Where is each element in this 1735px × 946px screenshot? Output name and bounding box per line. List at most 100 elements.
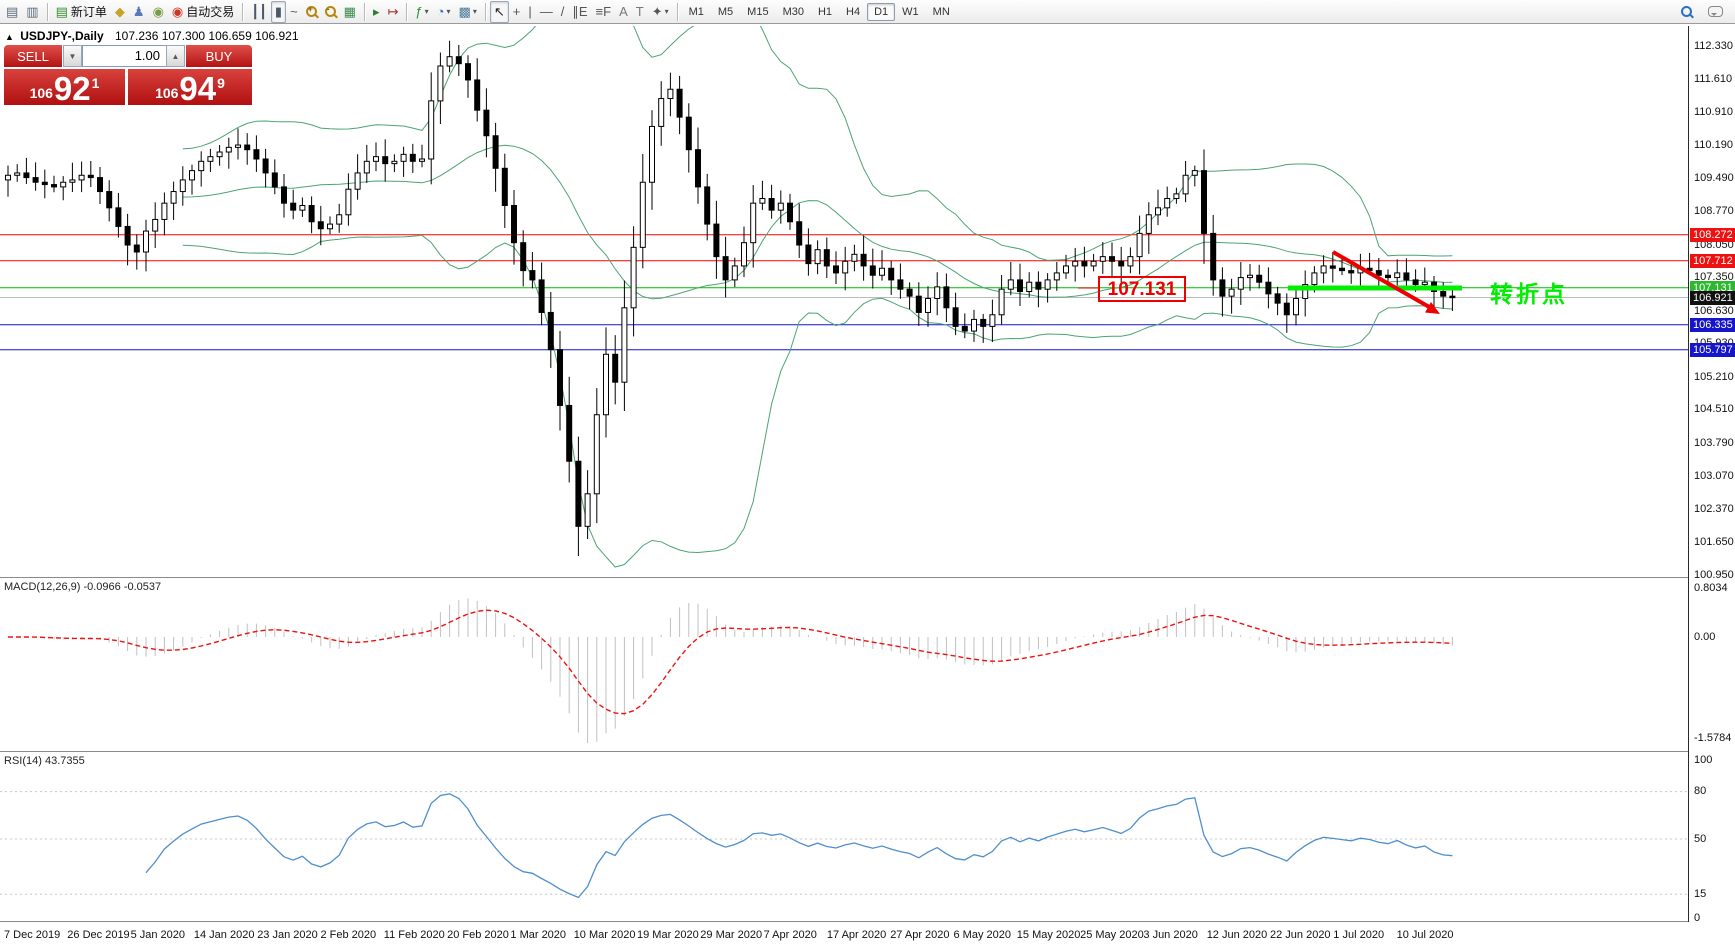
fibonacci-button[interactable]: ≡F bbox=[592, 1, 616, 23]
date-axis-label: 3 Jun 2020 bbox=[1143, 929, 1198, 941]
sell-price-button[interactable]: 106 92 1 bbox=[4, 69, 125, 105]
timeframe-mn-button[interactable]: MN bbox=[932, 5, 950, 18]
chart-shift-button[interactable]: ↦ bbox=[384, 1, 403, 23]
buy-button[interactable]: BUY bbox=[186, 45, 252, 67]
auto-scroll-button[interactable]: ▸ bbox=[369, 1, 384, 23]
timeframe-m1-button[interactable]: M1 bbox=[688, 5, 704, 18]
templates-button[interactable]: ▩ ▾ bbox=[455, 1, 481, 23]
zoom-out-button[interactable]: - bbox=[321, 1, 340, 23]
autotrade-button[interactable]: ◉ 自动交易 bbox=[168, 1, 238, 23]
sell-button[interactable]: SELL bbox=[4, 45, 62, 67]
trendline-button[interactable]: / bbox=[557, 1, 569, 23]
vertical-line-button[interactable]: | bbox=[524, 1, 535, 23]
macd-canvas[interactable] bbox=[0, 579, 1688, 751]
cursor-icon: ↖ bbox=[493, 3, 505, 19]
crosshair-button[interactable]: + bbox=[509, 1, 525, 23]
pane-separator[interactable] bbox=[0, 751, 1735, 752]
bar-chart-button[interactable]: ┃┃ bbox=[247, 1, 271, 23]
timeframe-h1-button[interactable]: H1 bbox=[817, 5, 833, 18]
rsi-canvas[interactable] bbox=[0, 753, 1688, 921]
buy-price-button[interactable]: 106 94 9 bbox=[128, 69, 252, 105]
date-axis[interactable]: 7 Dec 2019 26 Dec 2019 5 Jan 2020 14 Jan 20… bbox=[0, 922, 1735, 946]
arrows-button[interactable]: ✦ ▾ bbox=[648, 1, 673, 23]
timeframe-h4-button[interactable]: H4 bbox=[846, 5, 861, 18]
trade-panel-top-row: SELL ▼ 1.00 ▲ BUY bbox=[4, 45, 252, 67]
trendline-icon: / bbox=[560, 3, 565, 19]
new-order-icon: ▤ bbox=[55, 3, 68, 19]
dropdown-caret-icon[interactable]: ▾ bbox=[472, 7, 477, 16]
timeframe-d1-button[interactable]: D1 bbox=[867, 2, 896, 21]
line-chart-button[interactable]: ~ bbox=[286, 1, 302, 23]
new-order-button[interactable]: ▤ 新订单 bbox=[52, 1, 111, 23]
data-window-icon: ▥ bbox=[26, 3, 39, 19]
buy-price-point: 9 bbox=[217, 75, 225, 91]
dropdown-caret-icon[interactable]: ▾ bbox=[424, 7, 429, 16]
price-axis-tick: 108.770 bbox=[1694, 205, 1734, 218]
toolbar: ▤ ▥ ▤ 新订单 ◆ ♟ ◉ ◉ 自动交易 ┃┃ ▮ ~ + - ▦ ▸ ↦ ƒ ▾ ◔ ▾ ▩ ▾ ↖ + | — / ∥E ≡F A T… bbox=[0, 0, 1735, 24]
price-axis-line bbox=[1688, 26, 1689, 922]
pane-separator[interactable] bbox=[0, 577, 1735, 578]
chart-gold-button[interactable]: ◆ bbox=[111, 1, 129, 23]
timeframe-w1-button[interactable]: W1 bbox=[902, 5, 919, 18]
date-axis-label: 20 Feb 2020 bbox=[447, 929, 509, 941]
price-callout-label[interactable]: 107.131 bbox=[1098, 276, 1186, 302]
pane-separator[interactable] bbox=[0, 921, 1735, 922]
dropdown-caret-icon[interactable]: ▾ bbox=[664, 7, 669, 16]
date-axis-label: 17 Apr 2020 bbox=[826, 929, 887, 941]
text-icon: A bbox=[619, 3, 628, 19]
toolbar-right bbox=[1677, 1, 1733, 23]
macd-axis-tick: 0.00 bbox=[1694, 630, 1716, 643]
tile-windows-icon: ▦ bbox=[343, 3, 356, 19]
buy-price-pips: 94 bbox=[179, 70, 217, 107]
tile-windows-button[interactable]: ▦ bbox=[340, 1, 360, 23]
toolbar-separator bbox=[406, 2, 408, 21]
price-axis-tick: 105.210 bbox=[1694, 370, 1734, 383]
price-axis-tick: 110.190 bbox=[1694, 139, 1733, 151]
search-icon bbox=[1681, 6, 1692, 17]
candlestick-chart-button[interactable]: ▮ bbox=[270, 0, 287, 23]
volume-step-up-button[interactable]: ▲ bbox=[166, 45, 185, 67]
date-axis-label: 23 Jan 2020 bbox=[257, 929, 318, 941]
market-depth-button[interactable]: ♟ bbox=[129, 1, 149, 23]
periods-button[interactable]: ◔ ▾ bbox=[433, 1, 455, 23]
equidistant-channel-button[interactable]: ∥E bbox=[568, 1, 591, 23]
horizontal-line-button[interactable]: — bbox=[536, 1, 557, 23]
signal-icon: ◉ bbox=[152, 3, 164, 19]
signal-button[interactable]: ◉ bbox=[149, 1, 168, 23]
date-axis-label: 1 Mar 2020 bbox=[510, 929, 567, 941]
turning-point-label[interactable]: 转折点 bbox=[1490, 281, 1568, 307]
timeframe-m15-button[interactable]: M15 bbox=[747, 5, 769, 18]
indicators-add-button[interactable]: ƒ ▾ bbox=[411, 1, 432, 23]
text-button[interactable]: A bbox=[615, 1, 632, 23]
rsi-axis-tick: 0 bbox=[1694, 911, 1701, 924]
zoom-in-button[interactable]: + bbox=[302, 1, 321, 23]
price-axis-tick: 110.910 bbox=[1694, 105, 1733, 118]
timeframe-m30-button[interactable]: M30 bbox=[782, 5, 804, 18]
dropdown-caret-icon[interactable]: ▾ bbox=[446, 7, 451, 16]
rsi-axis-tick: 100 bbox=[1694, 753, 1713, 766]
price-axis-tick: 107.350 bbox=[1694, 271, 1734, 284]
text-label-button[interactable]: T bbox=[632, 1, 648, 23]
cursor-button[interactable]: ↖ bbox=[489, 0, 509, 23]
volume-step-down-button[interactable]: ▼ bbox=[63, 45, 82, 67]
data-window-button[interactable]: ▥ bbox=[22, 1, 42, 23]
market-watch-button[interactable]: ▤ bbox=[2, 1, 22, 23]
line-chart-icon: ~ bbox=[290, 3, 298, 19]
buy-price-handle: 106 bbox=[155, 85, 179, 101]
volume-input[interactable]: 1.00 bbox=[82, 45, 167, 67]
date-axis-label: 6 May 2020 bbox=[953, 929, 1011, 941]
date-axis-label: 15 May 2020 bbox=[1016, 929, 1081, 941]
main-chart-canvas[interactable] bbox=[0, 26, 1688, 577]
date-axis-label: 1 Jul 2020 bbox=[1333, 929, 1385, 941]
toolbar-separator bbox=[484, 2, 486, 21]
price-axis[interactable] bbox=[1689, 26, 1735, 922]
search-button[interactable] bbox=[1677, 1, 1696, 23]
price-axis-tick: 102.370 bbox=[1694, 502, 1734, 515]
vertical-line-icon: | bbox=[528, 3, 532, 19]
timeframe-m5-button[interactable]: M5 bbox=[717, 5, 734, 18]
market-watch-icon: ▤ bbox=[6, 3, 19, 19]
chat-button[interactable] bbox=[1704, 1, 1727, 23]
symbol-marker-icon: ▲ bbox=[5, 32, 14, 42]
date-axis-label: 19 Mar 2020 bbox=[637, 929, 699, 941]
